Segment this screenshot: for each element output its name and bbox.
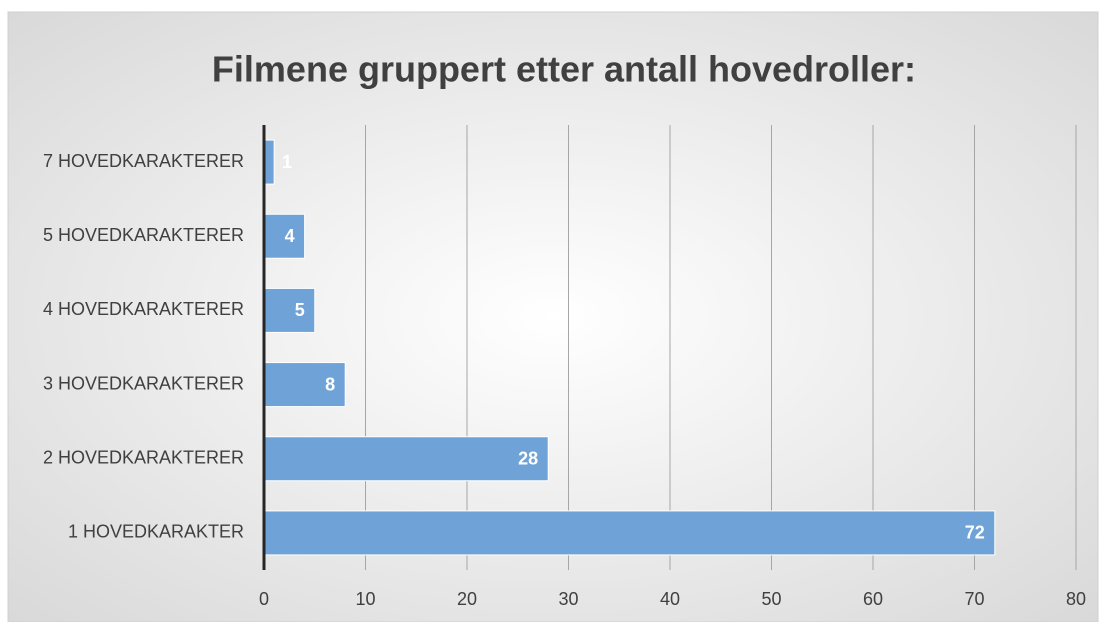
bar <box>263 139 275 185</box>
y-tick-label: 2 HOVEDKARAKTERER <box>43 448 244 468</box>
x-tick-label: 50 <box>761 589 781 609</box>
value-label: 4 <box>285 226 295 246</box>
value-label: 72 <box>965 523 985 543</box>
y-tick-label: 4 HOVEDKARAKTERER <box>43 299 244 319</box>
chart-title: Filmene gruppert etter antall hovedrolle… <box>212 49 916 90</box>
value-label: 5 <box>295 300 305 320</box>
y-tick-label: 3 HOVEDKARAKTERER <box>43 373 244 393</box>
bar <box>263 362 346 408</box>
value-label: 1 <box>282 152 292 172</box>
bar <box>263 436 549 482</box>
x-tick-label: 0 <box>259 589 269 609</box>
value-label: 28 <box>518 449 538 469</box>
value-label: 8 <box>325 374 335 394</box>
x-tick-label: 40 <box>660 589 680 609</box>
x-tick-label: 70 <box>964 589 984 609</box>
bar <box>263 287 316 333</box>
bar <box>263 213 306 259</box>
x-tick-label: 30 <box>558 589 578 609</box>
y-tick-label: 7 HOVEDKARAKTERER <box>43 151 244 171</box>
x-tick-label: 60 <box>863 589 883 609</box>
x-tick-label: 80 <box>1066 589 1086 609</box>
y-tick-label: 5 HOVEDKARAKTERER <box>43 225 244 245</box>
bar <box>263 510 996 556</box>
x-tick-label: 10 <box>355 589 375 609</box>
x-tick-label: 20 <box>457 589 477 609</box>
y-tick-label: 1 HOVEDKARAKTER <box>68 522 244 542</box>
